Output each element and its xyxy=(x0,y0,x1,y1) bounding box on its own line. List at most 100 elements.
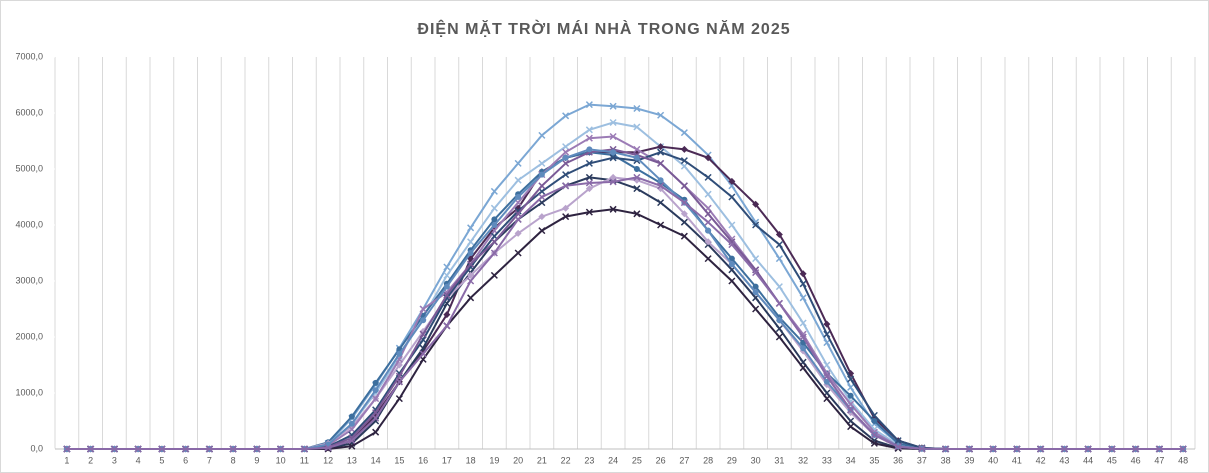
point xyxy=(657,199,665,207)
y-tick-label: 1000,0 xyxy=(15,387,43,397)
point xyxy=(609,154,617,162)
point xyxy=(420,317,427,324)
point xyxy=(538,199,546,207)
x-tick-label: 46 xyxy=(1131,455,1141,465)
point xyxy=(562,148,570,156)
x-tick-label: 32 xyxy=(798,455,808,465)
point xyxy=(799,294,807,302)
point xyxy=(443,291,451,299)
point xyxy=(704,255,712,263)
point xyxy=(752,305,760,313)
point xyxy=(538,227,546,235)
x-tick-label: 23 xyxy=(584,455,594,465)
point xyxy=(799,333,807,341)
point xyxy=(467,250,474,256)
x-tick-label: 40 xyxy=(988,455,998,465)
point xyxy=(585,185,593,193)
point xyxy=(680,218,688,226)
point xyxy=(110,445,118,453)
point xyxy=(395,378,403,386)
point xyxy=(1155,445,1163,453)
y-tick-label: 6000,0 xyxy=(15,107,43,117)
point xyxy=(562,182,570,190)
point xyxy=(585,134,593,142)
point xyxy=(1108,445,1116,453)
x-tick-label: 16 xyxy=(418,455,428,465)
x-tick-label: 25 xyxy=(632,455,642,465)
point xyxy=(704,173,712,181)
point xyxy=(538,182,546,190)
point xyxy=(704,154,712,162)
point xyxy=(657,111,665,119)
point xyxy=(538,159,546,167)
point xyxy=(562,213,570,221)
point xyxy=(395,395,403,403)
point xyxy=(348,413,355,420)
point xyxy=(823,378,830,385)
point xyxy=(728,261,735,268)
point xyxy=(348,420,355,427)
y-tick-label: 7000,0 xyxy=(15,51,43,61)
point xyxy=(610,149,617,156)
point xyxy=(800,345,807,352)
x-tick-label: 43 xyxy=(1059,455,1069,465)
y-tick-label: 4000,0 xyxy=(15,219,43,229)
point xyxy=(752,221,760,229)
y-tick-label: 3000,0 xyxy=(15,275,43,285)
point xyxy=(965,445,973,453)
point xyxy=(799,364,807,372)
point xyxy=(870,439,878,447)
point xyxy=(562,154,569,161)
point xyxy=(277,445,285,453)
point xyxy=(514,229,522,237)
x-tick-label: 7 xyxy=(207,455,212,465)
point xyxy=(538,131,546,139)
x-tick-label: 1 xyxy=(64,455,69,465)
point xyxy=(372,395,380,403)
x-tick-label: 42 xyxy=(1036,455,1046,465)
point xyxy=(728,221,736,229)
x-tick-label: 19 xyxy=(489,455,499,465)
point xyxy=(847,375,855,383)
point xyxy=(372,428,380,436)
point xyxy=(467,238,475,246)
point xyxy=(680,162,688,170)
point xyxy=(585,208,593,216)
point xyxy=(1013,445,1021,453)
point xyxy=(705,227,712,234)
point xyxy=(728,235,736,243)
x-tick-label: 34 xyxy=(846,455,856,465)
point xyxy=(752,255,760,263)
point xyxy=(752,283,759,290)
point xyxy=(467,260,475,268)
point xyxy=(300,445,308,453)
point xyxy=(348,442,356,450)
point xyxy=(823,395,831,403)
point xyxy=(633,173,641,181)
point xyxy=(396,350,403,357)
y-tick-label: 2000,0 xyxy=(15,331,43,341)
point xyxy=(372,379,379,386)
point xyxy=(989,445,997,453)
y-tick-label: 0,0 xyxy=(30,443,43,453)
point xyxy=(372,387,379,394)
point xyxy=(799,280,807,288)
point xyxy=(728,241,736,249)
point xyxy=(419,305,427,313)
point xyxy=(562,204,570,212)
point xyxy=(657,221,665,229)
x-tick-label: 14 xyxy=(371,455,381,465)
x-tick-label: 27 xyxy=(679,455,689,465)
point xyxy=(680,129,688,137)
point xyxy=(443,311,451,319)
point xyxy=(728,193,736,201)
point xyxy=(538,193,546,201)
point xyxy=(870,431,878,439)
point xyxy=(562,112,570,120)
x-tick-label: 21 xyxy=(537,455,547,465)
point xyxy=(443,283,450,290)
x-tick-label: 6 xyxy=(183,455,188,465)
point xyxy=(538,213,546,221)
point xyxy=(799,330,807,338)
